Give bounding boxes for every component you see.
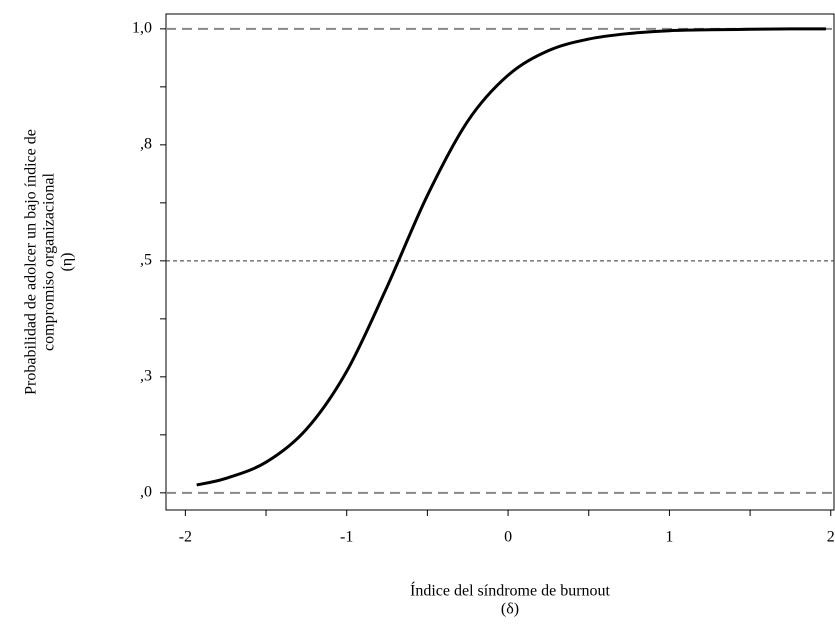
x-axis-label: Índice del síndrome de burnout bbox=[410, 581, 611, 600]
y-tick-label: ,0 bbox=[140, 484, 152, 501]
x-axis-label: (δ) bbox=[501, 601, 519, 618]
y-axis-label: Probabilidad de adolcer un bajo índice d… bbox=[23, 129, 40, 395]
x-tick-label: 1 bbox=[665, 529, 673, 546]
plot-frame bbox=[165, 13, 835, 511]
x-tick-label: -2 bbox=[179, 529, 192, 546]
y-axis-label: compromiso organizacional bbox=[41, 173, 58, 351]
y-tick-label: ,3 bbox=[140, 368, 152, 385]
y-tick-label: ,5 bbox=[140, 252, 152, 269]
y-axis-label: (η) bbox=[59, 252, 76, 271]
x-tick-label: 2 bbox=[827, 529, 835, 546]
x-tick-label: -1 bbox=[340, 529, 353, 546]
x-tick-label: 0 bbox=[504, 529, 512, 546]
y-tick-label: 1,0 bbox=[132, 20, 152, 37]
curve bbox=[196, 27, 826, 487]
y-tick-label: ,8 bbox=[140, 136, 152, 153]
